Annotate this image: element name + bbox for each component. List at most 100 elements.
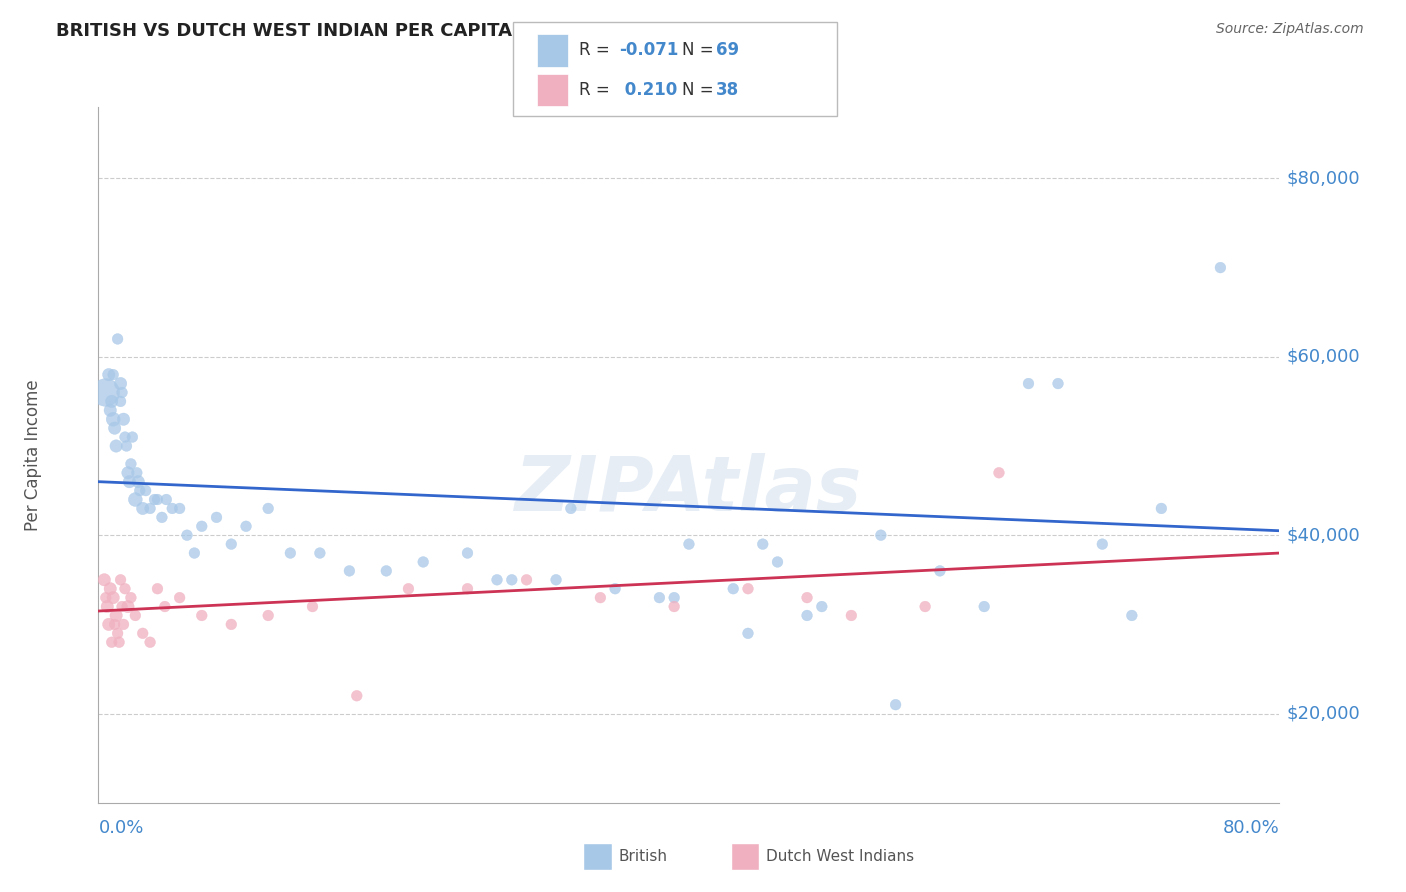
Point	[117, 599, 139, 614]
Point	[100, 394, 122, 409]
Point	[111, 599, 134, 614]
Point	[914, 599, 936, 614]
Point	[375, 564, 398, 578]
Text: N =: N =	[682, 81, 718, 99]
Point	[146, 582, 169, 596]
Text: 0.0%: 0.0%	[98, 819, 143, 837]
Point	[1046, 376, 1069, 391]
Point	[346, 689, 368, 703]
Text: Source: ZipAtlas.com: Source: ZipAtlas.com	[1216, 22, 1364, 37]
Point	[120, 457, 142, 471]
Point	[1150, 501, 1173, 516]
Point	[501, 573, 523, 587]
Point	[1091, 537, 1114, 551]
Point	[100, 635, 122, 649]
Point	[104, 617, 127, 632]
Text: $80,000: $80,000	[1286, 169, 1361, 187]
Point	[120, 591, 142, 605]
Text: Per Capita Income: Per Capita Income	[24, 379, 42, 531]
Text: $40,000: $40,000	[1286, 526, 1361, 544]
Text: 0.210: 0.210	[619, 81, 676, 99]
Point	[737, 626, 759, 640]
Text: BRITISH VS DUTCH WEST INDIAN PER CAPITA INCOME CORRELATION CHART: BRITISH VS DUTCH WEST INDIAN PER CAPITA …	[56, 22, 820, 40]
Point	[110, 394, 132, 409]
Point	[135, 483, 157, 498]
Point	[987, 466, 1010, 480]
Point	[97, 368, 120, 382]
Point	[456, 582, 478, 596]
Point	[108, 635, 131, 649]
Text: 80.0%: 80.0%	[1223, 819, 1279, 837]
Point	[810, 599, 832, 614]
Point	[94, 591, 117, 605]
Point	[721, 582, 744, 596]
Point	[176, 528, 198, 542]
Point	[928, 564, 950, 578]
Point	[121, 430, 143, 444]
Point	[1121, 608, 1143, 623]
Point	[301, 599, 323, 614]
Text: R =: R =	[579, 81, 616, 99]
Point	[162, 501, 183, 516]
Point	[150, 510, 173, 524]
Point	[103, 368, 125, 382]
Text: $60,000: $60,000	[1286, 348, 1361, 366]
Point	[839, 608, 862, 623]
Point	[169, 591, 191, 605]
Point	[796, 591, 818, 605]
Point	[118, 475, 141, 489]
Point	[146, 492, 169, 507]
Point	[112, 412, 135, 426]
Point	[605, 582, 627, 596]
Point	[114, 430, 136, 444]
Point	[110, 376, 132, 391]
Point	[456, 546, 478, 560]
Point	[107, 332, 129, 346]
Point	[94, 385, 117, 400]
Text: Dutch West Indians: Dutch West Indians	[766, 849, 914, 863]
Text: N =: N =	[682, 42, 718, 60]
Point	[544, 573, 567, 587]
Point	[751, 537, 773, 551]
Point	[125, 466, 148, 480]
Point	[412, 555, 434, 569]
Point	[103, 591, 125, 605]
Point	[115, 439, 138, 453]
Point	[309, 546, 332, 560]
Point	[589, 591, 612, 605]
Point	[127, 475, 149, 489]
Point	[678, 537, 700, 551]
Point	[191, 519, 214, 533]
Point	[96, 599, 118, 614]
Text: ZIPAtlas: ZIPAtlas	[515, 453, 863, 526]
Point	[93, 573, 115, 587]
Point	[110, 573, 132, 587]
Point	[337, 564, 360, 578]
Text: 69: 69	[716, 42, 738, 60]
Point	[235, 519, 257, 533]
Point	[114, 582, 136, 596]
Point	[132, 626, 155, 640]
Point	[257, 608, 280, 623]
Point	[132, 501, 155, 516]
Point	[124, 608, 146, 623]
Point	[884, 698, 907, 712]
Point	[648, 591, 671, 605]
Point	[97, 617, 120, 632]
Point	[278, 546, 302, 560]
Point	[98, 582, 121, 596]
Point	[153, 599, 176, 614]
Point	[191, 608, 214, 623]
Point	[205, 510, 228, 524]
Text: $20,000: $20,000	[1286, 705, 1361, 723]
Point	[155, 492, 177, 507]
Point	[107, 626, 129, 640]
Point	[257, 501, 280, 516]
Point	[98, 403, 121, 417]
Point	[112, 617, 135, 632]
Point	[664, 599, 686, 614]
Point	[117, 466, 139, 480]
Point	[664, 591, 686, 605]
Point	[1017, 376, 1039, 391]
Point	[183, 546, 205, 560]
